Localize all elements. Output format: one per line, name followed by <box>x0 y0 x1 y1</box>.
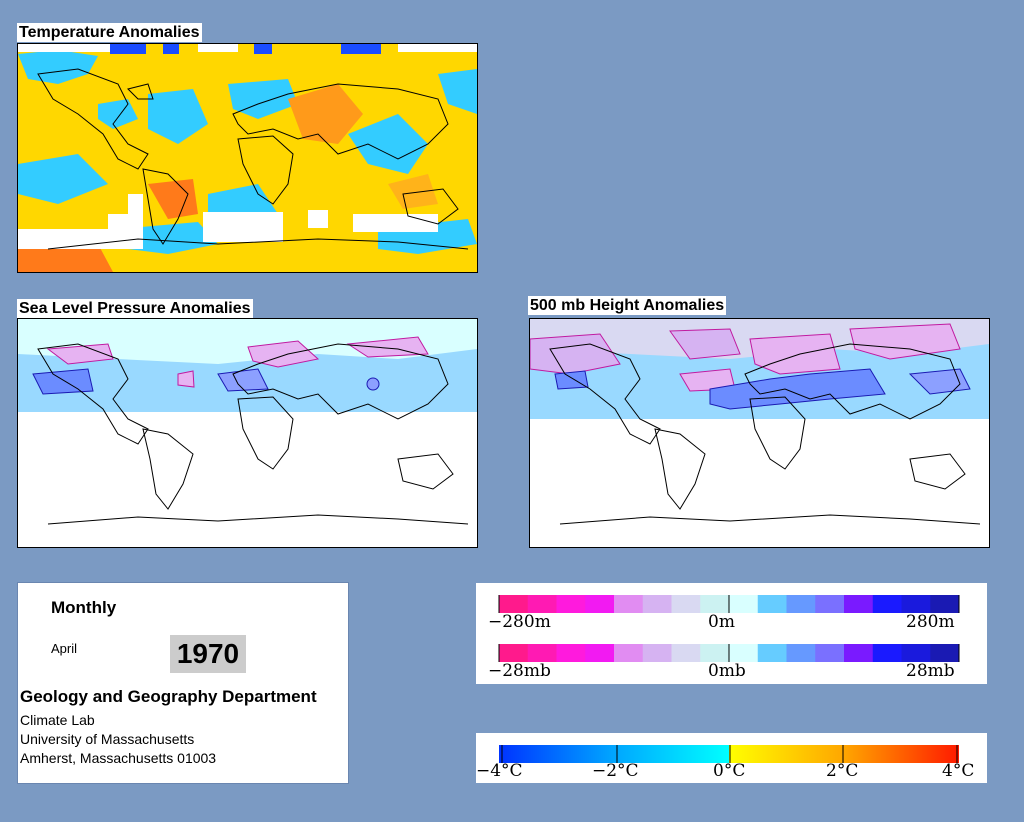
color-swatch <box>757 644 787 662</box>
university-label: University of Massachusetts <box>20 731 195 747</box>
color-swatch <box>930 595 960 613</box>
color-swatch <box>729 644 759 662</box>
temp-tick-0: 0°C <box>713 761 746 781</box>
color-swatch <box>815 644 845 662</box>
height-color-bar <box>498 595 960 613</box>
temperature-color-bar <box>499 745 959 763</box>
color-swatch <box>786 644 816 662</box>
slp-anomaly-map <box>17 318 478 548</box>
height-max-label: 280m <box>906 612 955 632</box>
color-swatch <box>527 644 557 662</box>
color-swatch <box>757 595 787 613</box>
height-anomaly-map <box>529 318 990 548</box>
color-swatch <box>872 595 902 613</box>
temp-tick-4: 4°C <box>942 761 975 781</box>
pressure-min-label: −28mb <box>488 661 551 681</box>
coastlines <box>37 68 469 250</box>
address-label: Amherst, Massachusetts 01003 <box>20 750 217 766</box>
color-swatch <box>614 644 644 662</box>
temperature-field <box>18 44 477 272</box>
color-swatch <box>556 644 586 662</box>
color-swatch <box>527 595 557 613</box>
color-swatch <box>872 644 902 662</box>
color-swatch <box>901 595 931 613</box>
color-swatch <box>844 644 874 662</box>
period-label: Monthly <box>51 598 117 617</box>
color-swatch <box>585 644 615 662</box>
temperature-legend: −4°C −2°C 0°C 2°C 4°C <box>476 733 987 783</box>
color-swatch <box>930 644 960 662</box>
temperature-anomaly-map <box>17 43 478 273</box>
color-swatch <box>585 595 615 613</box>
pressure-max-label: 28mb <box>906 661 955 681</box>
height-title: 500 mb Height Anomalies <box>528 296 727 315</box>
pressure-center-label: 0mb <box>708 661 746 681</box>
temp-tick-neg2: −2°C <box>592 761 639 781</box>
color-swatch <box>671 644 701 662</box>
anomaly-legend: −280m 0m 280m −28mb 0mb 28mb <box>476 583 987 684</box>
color-swatch <box>556 595 586 613</box>
lab-label: Climate Lab <box>20 712 95 728</box>
color-swatch <box>642 595 672 613</box>
color-swatch <box>499 595 529 613</box>
color-swatch <box>700 595 730 613</box>
height-min-label: −280m <box>488 612 551 632</box>
color-swatch <box>901 644 931 662</box>
slp-title: Sea Level Pressure Anomalies <box>17 299 253 318</box>
year-label: 1970 <box>170 635 246 673</box>
color-swatch <box>786 595 816 613</box>
color-swatch <box>700 644 730 662</box>
info-panel: Monthly April 1970 Geology and Geography… <box>17 582 349 784</box>
color-swatch <box>844 595 874 613</box>
color-swatch <box>614 595 644 613</box>
temp-tick-neg4: −4°C <box>476 761 523 781</box>
color-swatch <box>671 595 701 613</box>
color-swatch <box>499 644 529 662</box>
color-swatch <box>815 595 845 613</box>
color-swatch <box>729 595 759 613</box>
color-swatch <box>642 644 672 662</box>
month-label: April <box>51 641 78 656</box>
temp-tick-2: 2°C <box>826 761 859 781</box>
department-label: Geology and Geography Department <box>20 687 317 706</box>
temperature-title: Temperature Anomalies <box>17 23 202 42</box>
height-center-label: 0m <box>708 612 735 632</box>
pressure-color-bar <box>498 644 960 662</box>
